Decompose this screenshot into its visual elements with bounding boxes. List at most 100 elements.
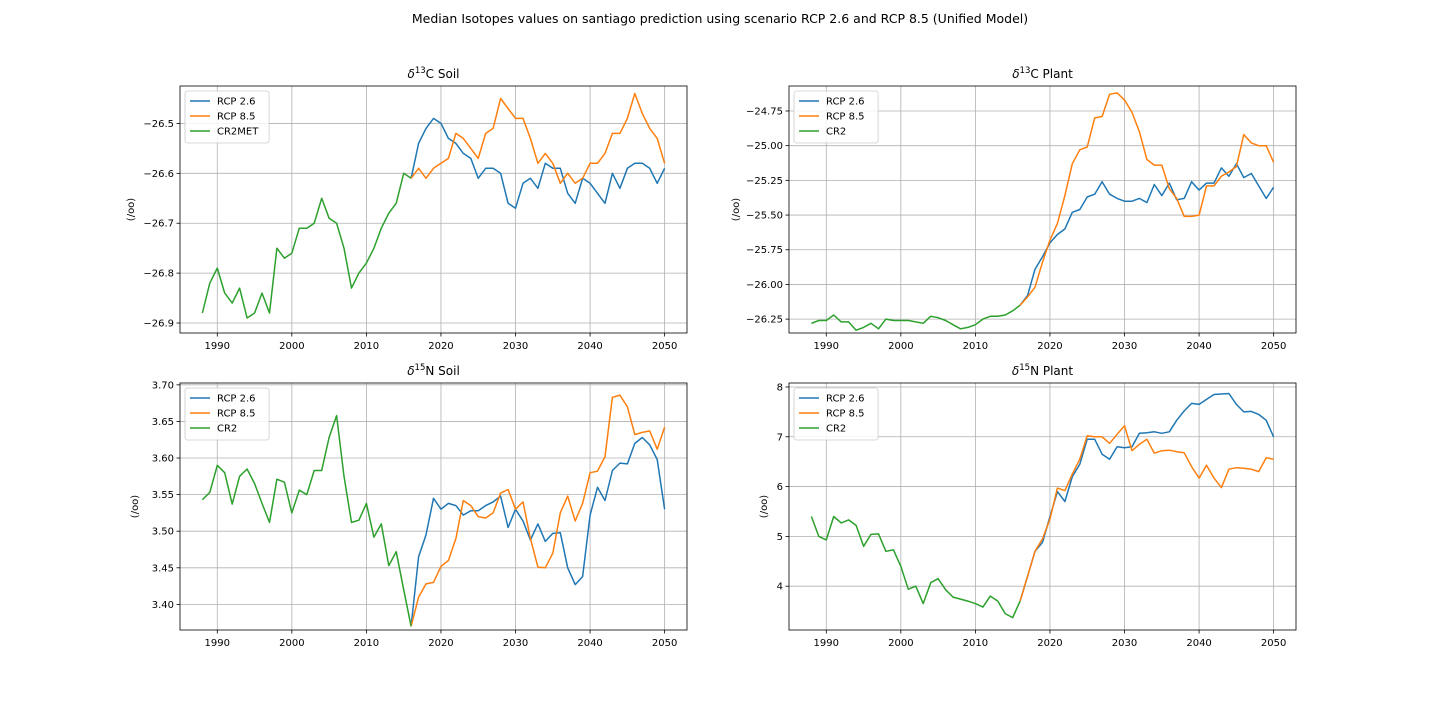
x-tick-label: 2010 (354, 638, 379, 649)
x-tick-label: 2000 (279, 638, 304, 649)
x-tick-label: 2000 (888, 638, 913, 649)
series-line-historic (810, 515, 1021, 619)
legend-label-historic: CR2 (217, 424, 237, 435)
x-tick-label: 2040 (1186, 341, 1211, 352)
subplot-title: δ15N Soil (407, 363, 460, 378)
title-delta: δ (1012, 67, 1019, 81)
y-axis-label: (/oo) (759, 495, 770, 519)
x-tick-label: 2020 (1037, 638, 1062, 649)
legend-label-historic: CR2 (826, 127, 846, 138)
x-tick-label: 2040 (577, 638, 602, 649)
x-tick-label: 2030 (503, 638, 528, 649)
x-tick-label: 1990 (205, 341, 230, 352)
series-line-rcp85 (410, 92, 666, 185)
subplot-title: δ13C Soil (408, 66, 460, 81)
x-tick-label: 2050 (1261, 341, 1286, 352)
series-line-rcp26 (1019, 392, 1275, 602)
x-tick-label: 2010 (963, 341, 988, 352)
x-tick-label: 2020 (1037, 341, 1062, 352)
y-tick-label: 5 (777, 532, 783, 543)
axes-frame (179, 382, 688, 631)
x-tick-label: 2030 (1112, 638, 1137, 649)
x-tick-label: 2050 (1261, 638, 1286, 649)
y-tick-label: −26.6 (143, 169, 174, 180)
subplot-title: δ13C Plant (1012, 66, 1073, 81)
series-line-historic (201, 414, 412, 627)
legend-label-rcp85: RCP 8.5 (826, 409, 865, 420)
title-superscript: 13 (415, 66, 426, 76)
y-tick-label: −26.00 (746, 280, 783, 291)
x-tick-label: 2050 (652, 341, 677, 352)
x-tick-label: 2040 (577, 341, 602, 352)
series-line-rcp26 (1019, 162, 1275, 306)
y-tick-label: −26.7 (143, 219, 174, 230)
y-tick-label: −26.5 (143, 119, 174, 130)
series-line-rcp85 (1019, 425, 1274, 602)
legend-label-rcp26: RCP 2.6 (826, 394, 865, 405)
subplot-d15n-soil: 1990 2000 2010 2020 2030 2040 2050 3.40 3.45 3.50… (130, 363, 688, 649)
y-tick-label: −26.25 (746, 315, 783, 326)
y-tick-label: −25.50 (746, 211, 783, 222)
x-tick-label: 2050 (652, 638, 677, 649)
series-line-rcp85 (410, 394, 666, 627)
legend-label-rcp26: RCP 2.6 (826, 97, 865, 108)
y-tick-label: 4 (777, 582, 783, 593)
y-tick-label: 7 (777, 432, 783, 443)
title-delta: δ (407, 364, 414, 378)
legend-label-rcp26: RCP 2.6 (217, 97, 256, 108)
title-superscript: 13 (1020, 66, 1031, 76)
figure-suptitle: Median Isotopes values on santiago predi… (411, 11, 1029, 26)
title-delta: δ (408, 67, 415, 81)
title-rest: N Soil (425, 364, 459, 378)
y-axis-label: (/oo) (130, 495, 141, 519)
x-tick-label: 2020 (428, 341, 453, 352)
y-tick-label: −26.8 (143, 269, 174, 280)
title-rest: C Plant (1030, 67, 1073, 81)
subplot-title: δ15N Plant (1012, 363, 1073, 378)
axes-frame (788, 85, 1297, 334)
series-line-historic (811, 304, 1021, 331)
y-axis-label: (/oo) (126, 198, 137, 222)
legend-box (793, 387, 879, 441)
axes-frame (179, 85, 688, 334)
y-tick-label: 3.40 (152, 600, 174, 611)
x-tick-label: 1990 (205, 638, 230, 649)
title-superscript: 15 (1019, 363, 1030, 373)
x-tick-label: 2010 (354, 341, 379, 352)
legend-label-rcp26: RCP 2.6 (217, 394, 256, 405)
legend: RCP 2.6 RCP 8.5 CR2 (793, 387, 879, 441)
y-tick-label: 3.45 (152, 563, 174, 574)
x-tick-label: 1990 (814, 638, 839, 649)
series-line-rcp85 (1019, 92, 1275, 306)
y-tick-label: −25.25 (746, 176, 783, 187)
x-tick-label: 2000 (279, 341, 304, 352)
legend-label-historic: CR2 (826, 424, 846, 435)
title-rest: C Soil (426, 67, 460, 81)
y-tick-label: 3.65 (152, 417, 174, 428)
x-tick-label: 2030 (1112, 341, 1137, 352)
legend-label-historic: CR2MET (217, 127, 259, 138)
y-tick-label: −25.00 (746, 141, 783, 152)
title-superscript: 15 (415, 363, 426, 373)
title-rest: N Plant (1030, 364, 1073, 378)
y-axis-label: (/oo) (731, 198, 742, 222)
y-tick-label: 3.70 (152, 380, 174, 391)
subplot-d13c-soil: 1990 2000 2010 2020 2030 2040 2050 −26.9 −26.8 −2… (126, 66, 688, 352)
title-delta: δ (1012, 364, 1019, 378)
y-tick-label: −26.9 (143, 319, 174, 330)
legend-label-rcp85: RCP 8.5 (217, 112, 256, 123)
axes-frame (788, 382, 1297, 631)
x-tick-label: 2020 (428, 638, 453, 649)
legend-box (793, 90, 879, 144)
subplot-d15n-plant: 1990 2000 2010 2020 2030 2040 2050 4 5 6 7 8 δ15N Pl… (759, 363, 1297, 649)
legend: RCP 2.6 RCP 8.5 CR2 (793, 90, 879, 144)
legend-label-rcp85: RCP 8.5 (217, 409, 256, 420)
x-tick-label: 1990 (814, 341, 839, 352)
y-tick-label: −25.75 (746, 245, 783, 256)
y-tick-label: −24.75 (746, 106, 783, 117)
subplot-d13c-plant: 1990 2000 2010 2020 2030 2040 2050 −26.25 −26.00… (731, 66, 1297, 352)
x-tick-label: 2030 (503, 341, 528, 352)
y-tick-label: 3.55 (152, 490, 174, 501)
y-tick-label: 6 (777, 482, 783, 493)
